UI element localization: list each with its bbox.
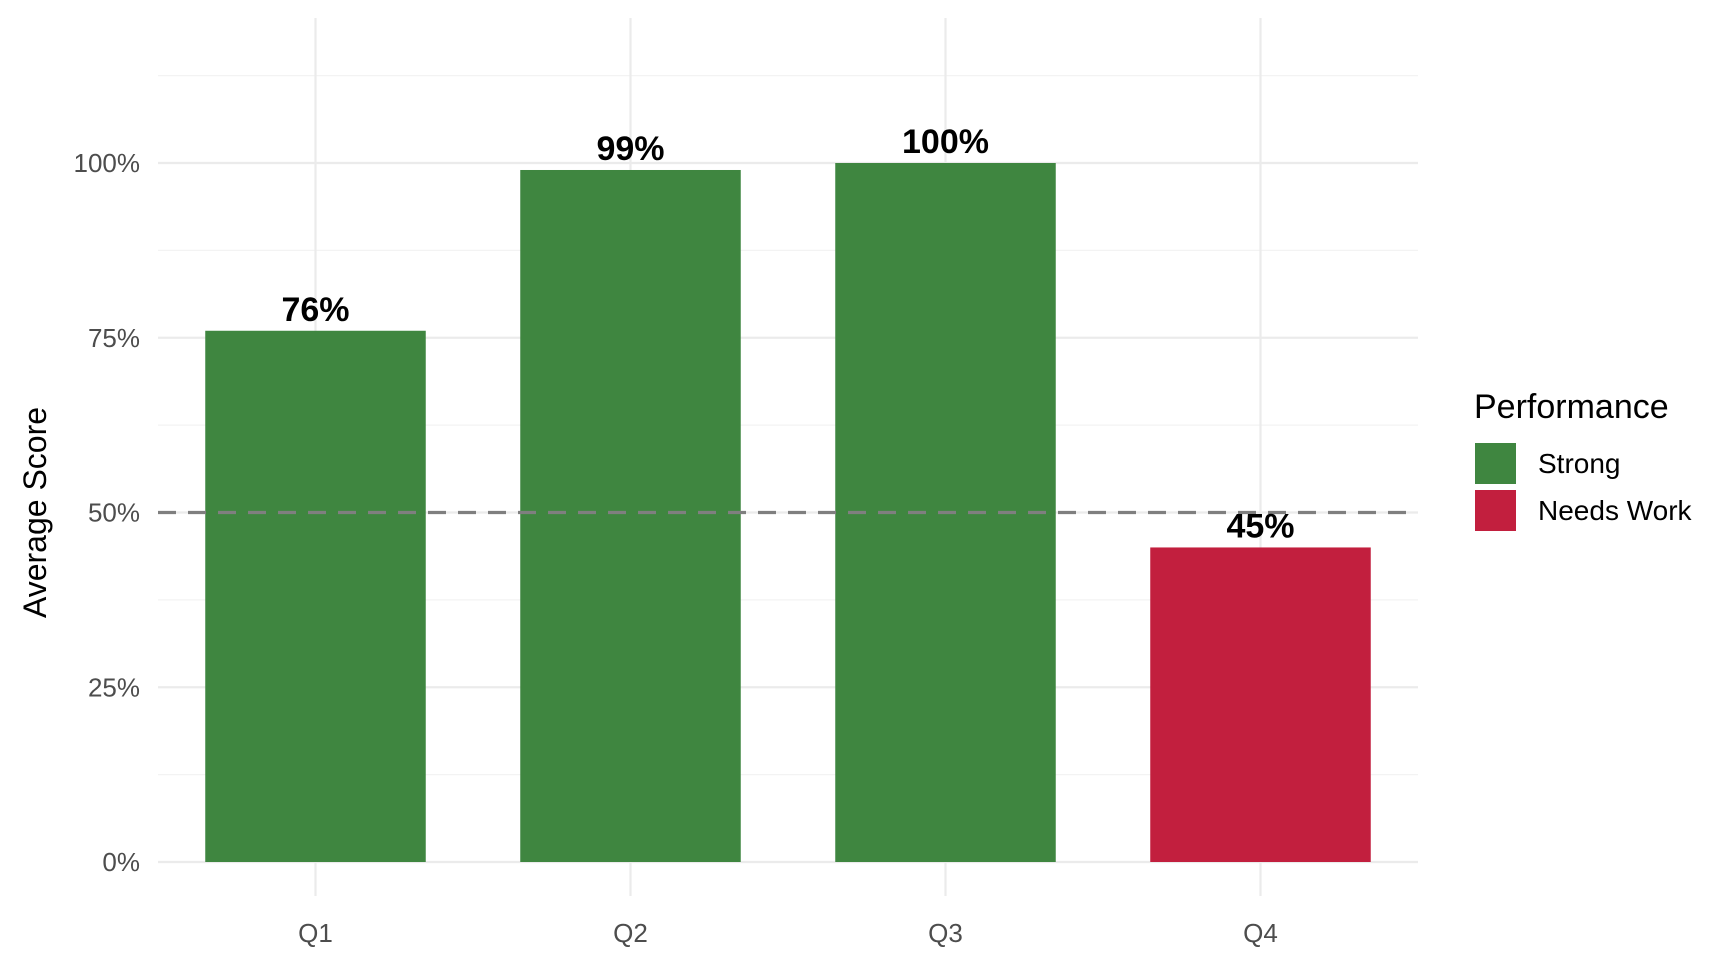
y-axis-title: Average Score bbox=[17, 407, 53, 618]
x-tick-label: Q1 bbox=[298, 918, 333, 948]
y-tick-label: 0% bbox=[102, 847, 140, 877]
y-tick-label: 50% bbox=[88, 498, 140, 528]
legend-label: Strong bbox=[1538, 448, 1621, 479]
data-label: 100% bbox=[902, 123, 989, 161]
legend-title: Performance bbox=[1474, 388, 1669, 426]
y-tick-label: 25% bbox=[88, 672, 140, 702]
legend-items: Strong Needs Work bbox=[1475, 443, 1693, 531]
y-axis-ticks: 0% 25% 50% 75% 100% bbox=[74, 148, 141, 877]
data-label: 76% bbox=[281, 291, 349, 329]
x-tick-label: Q2 bbox=[613, 918, 648, 948]
legend-label: Needs Work bbox=[1538, 495, 1693, 526]
bar bbox=[205, 330, 426, 862]
bar bbox=[520, 169, 741, 863]
legend: Performance Strong Needs Work bbox=[1474, 388, 1693, 531]
data-label: 45% bbox=[1226, 507, 1294, 545]
x-axis-ticks: Q1 Q2 Q3 Q4 bbox=[298, 918, 1278, 948]
y-tick-label: 100% bbox=[74, 148, 141, 178]
x-tick-label: Q3 bbox=[928, 918, 963, 948]
y-tick-label: 75% bbox=[88, 323, 140, 353]
x-tick-label: Q4 bbox=[1243, 918, 1278, 948]
data-labels: 76% 99% 100% 45% bbox=[281, 123, 1294, 545]
legend-swatch bbox=[1475, 443, 1516, 484]
legend-swatch bbox=[1475, 490, 1516, 531]
bar bbox=[1150, 547, 1371, 862]
data-label: 99% bbox=[596, 130, 664, 168]
